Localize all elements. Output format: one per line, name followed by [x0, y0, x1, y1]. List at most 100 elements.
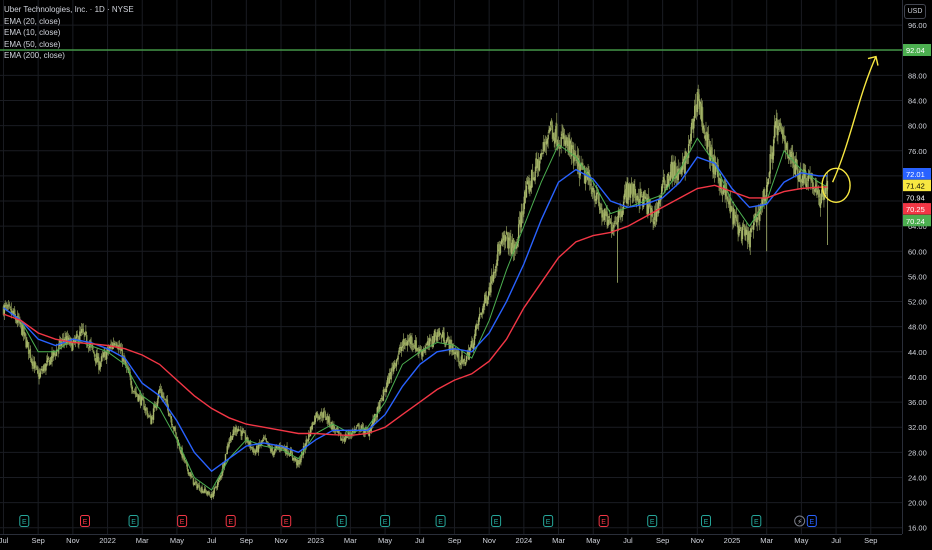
legend-indicator-ema200[interactable]: EMA (200, close) — [4, 51, 65, 60]
candle-body — [377, 406, 379, 408]
candle-body — [817, 190, 819, 194]
candle-body — [581, 163, 583, 166]
earnings-marker-letter: E — [704, 519, 709, 526]
candle-body — [551, 125, 554, 140]
legend-indicator-ema20[interactable]: EMA (20, close) — [4, 16, 61, 26]
candle-body — [524, 189, 527, 198]
ema-20-line[interactable] — [3, 137, 828, 491]
candle-body — [210, 493, 213, 498]
candle-body — [8, 304, 11, 307]
candle-body — [166, 399, 169, 407]
time-tick-label: May — [170, 536, 184, 545]
event-markers[interactable]: E E E E E E E E E E E E E E E ⚡ E — [19, 515, 817, 527]
earnings-marker-icon[interactable] — [128, 515, 139, 527]
candle-body — [168, 412, 170, 416]
candle-body — [321, 412, 323, 418]
candle-body — [481, 312, 483, 314]
candle-body — [87, 347, 90, 349]
annotation-arrow[interactable] — [831, 56, 877, 183]
earnings-marker-icon[interactable] — [647, 515, 658, 527]
candle-body — [648, 196, 650, 206]
candle-body — [105, 352, 107, 360]
candle-body — [404, 342, 406, 345]
price-badge — [903, 203, 931, 215]
candle-body — [602, 214, 604, 217]
candle-body — [435, 335, 437, 341]
candle-body — [554, 137, 556, 144]
candle-body — [637, 196, 640, 200]
candle-body — [142, 396, 144, 401]
candle-body — [794, 164, 797, 175]
candle-body — [299, 459, 301, 463]
candle-body — [466, 351, 469, 355]
ema-50-line[interactable] — [3, 156, 828, 473]
candle-body — [604, 210, 607, 214]
annotation-ellipse[interactable] — [821, 167, 851, 204]
ema-200-line[interactable] — [3, 184, 828, 437]
currency-button[interactable]: USD — [904, 4, 926, 19]
candle-body — [71, 340, 73, 352]
candle-body — [589, 183, 592, 186]
candle-body — [164, 398, 166, 400]
candle-body — [819, 202, 822, 208]
candle-body — [694, 105, 696, 119]
legend-indicator-ema10[interactable]: EMA (10, close) — [4, 28, 61, 37]
candle-body — [623, 193, 626, 200]
candle-body — [758, 211, 760, 220]
candle-body — [479, 313, 482, 314]
legend-indicator-ema50[interactable]: EMA (50, close) — [4, 39, 61, 49]
candle-body — [244, 433, 247, 441]
candle-body — [367, 431, 369, 432]
candle-body — [403, 339, 405, 346]
earnings-marker-icon[interactable] — [225, 515, 236, 527]
candle-body — [724, 185, 726, 196]
candle-body — [295, 459, 298, 465]
annotation-arrow-head — [867, 55, 879, 66]
price-axis[interactable]: 96.0092.0088.0084.0080.0076.0072.0068.00… — [903, 21, 931, 533]
candle-body — [520, 211, 522, 227]
candle-body — [439, 333, 441, 335]
candle-body — [80, 329, 83, 334]
candle-body — [233, 429, 235, 432]
price-tick-label: 32.00 — [908, 423, 927, 432]
earnings-marker-letter: E — [809, 519, 814, 526]
candle-body — [131, 389, 134, 392]
candle-body — [372, 418, 374, 425]
earnings-marker-letter: E — [83, 519, 88, 526]
candle-body — [341, 438, 344, 440]
earnings-marker-icon[interactable] — [281, 515, 292, 527]
earnings-marker-icon[interactable] — [79, 515, 90, 527]
earnings-marker-icon[interactable] — [435, 515, 446, 527]
earnings-marker-icon[interactable] — [380, 515, 391, 527]
earnings-marker-icon[interactable] — [700, 515, 711, 527]
candle-body — [133, 391, 136, 392]
candle-body — [469, 347, 471, 351]
earnings-marker-icon[interactable] — [543, 515, 554, 527]
time-axis[interactable]: Jul Sep Nov 2022 Mar May Jul Sep Nov 2023 Mar May Ju… — [0, 536, 877, 545]
time-tick-label: Nov — [691, 536, 705, 545]
candle-body — [602, 212, 605, 220]
candle-body — [340, 433, 342, 441]
candle-body — [250, 447, 253, 449]
candle-body — [639, 188, 641, 203]
candle-body — [732, 207, 734, 225]
candle-body — [487, 295, 489, 300]
candle-body — [614, 220, 616, 222]
candle-body — [230, 435, 233, 441]
candle-body — [172, 426, 175, 430]
candle-body — [519, 219, 522, 228]
candle-body — [38, 374, 40, 380]
dividend-marker-icon[interactable] — [794, 515, 806, 527]
candle-body — [151, 417, 153, 424]
earnings-marker-icon[interactable] — [491, 515, 502, 527]
earnings-marker-icon[interactable] — [806, 515, 817, 527]
candle-body — [532, 177, 535, 180]
earnings-marker-icon[interactable] — [598, 515, 609, 527]
earnings-marker-icon[interactable] — [336, 515, 347, 527]
earnings-marker-icon[interactable] — [177, 515, 188, 527]
candle-body — [82, 328, 84, 333]
earnings-marker-icon[interactable] — [751, 515, 762, 527]
earnings-marker-icon[interactable] — [19, 515, 30, 527]
candle-body — [393, 364, 395, 372]
